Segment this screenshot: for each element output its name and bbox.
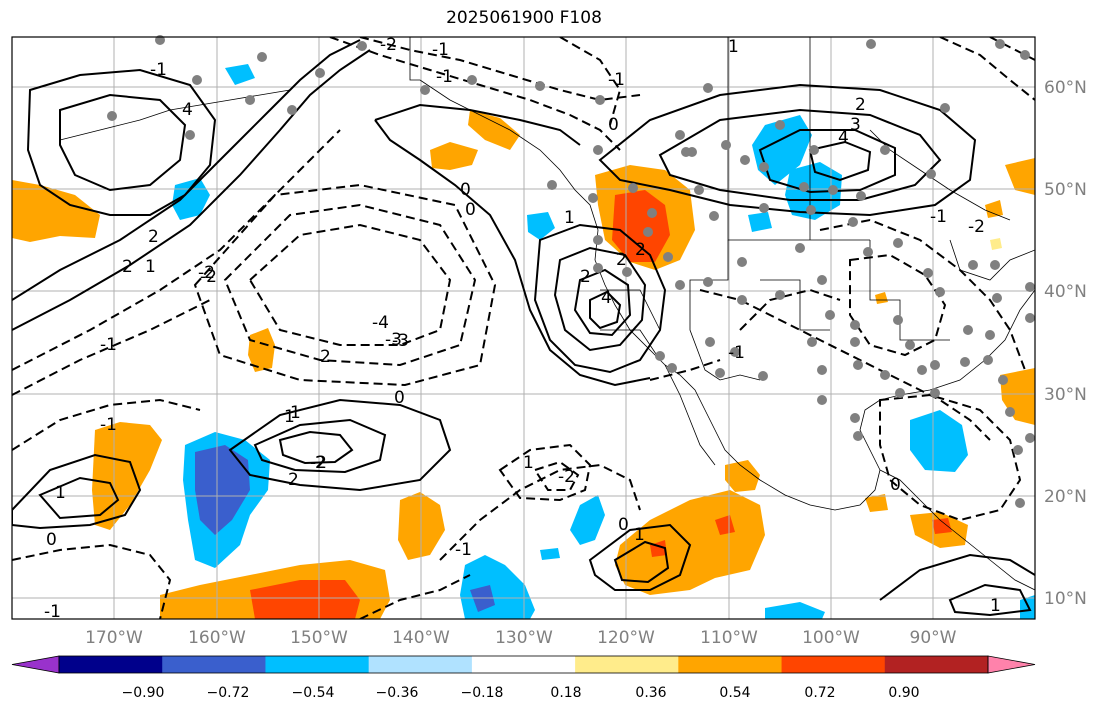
contour-label: 1 [634,525,645,545]
contour-label: 4 [601,288,612,308]
lon-label: 160°W [188,628,246,648]
lat-label: 60°N [1044,78,1087,98]
colorbar-tick-label: −0.18 [461,685,504,701]
contour-label: -2 [380,35,397,55]
contour-label: -1 [150,60,167,80]
lat-label: 30°N [1044,385,1087,405]
positive-contours [12,39,1035,617]
lon-label: 130°W [495,628,553,648]
colorbar-tick-label: 0.18 [550,685,581,701]
contour-label: 0 [890,475,901,495]
colorbar [11,655,1036,674]
contour-label: -1 [100,415,117,435]
colorbar-ticks: −0.90 −0.72 −0.54 −0.36 −0.18 0.18 0.36 … [122,685,920,701]
lat-label: 20°N [1044,487,1087,507]
contour-label: 1 [564,208,575,228]
contour-label: 0 [394,388,405,408]
contour-label: 3 [850,115,861,135]
colorbar-segment [781,656,886,673]
contour-label: 1 [523,453,534,473]
contour-label: -3 [392,331,409,351]
contour-label: -1 [455,540,472,560]
contour-labels: 2 2 1 -1 4 -1 -2 1 2 -3 4 2 2 1 0 2 -2 -… [44,35,1001,622]
contour-label: 2 [855,95,866,115]
contour-label: 1 [145,257,156,277]
contour-label: 2 [580,267,591,287]
contour-label: 1 [290,403,301,423]
contour-label: -1 [436,67,453,87]
colorbar-segment [368,656,473,673]
lon-label: 90°W [910,628,957,648]
contour-label: 0 [460,180,471,200]
contour-label: 0 [465,200,476,220]
colorbar-segment [678,656,783,673]
lon-label: 120°W [597,628,655,648]
negative-contours [12,37,1035,619]
colorbar-segment [162,656,266,673]
contour-label: 1 [284,407,295,427]
contour-label: -1 [930,207,947,227]
contour-label: 2 [148,227,159,247]
lon-label: 150°W [290,628,348,648]
colorbar-tick-label: 0.72 [804,685,835,701]
contour-label: -1 [608,70,625,90]
station-markers [107,35,1035,508]
contour-label: 2 [635,240,646,260]
colorbar-segment [884,656,989,673]
contour-label: 2 [616,250,627,270]
colorbar-border [58,655,989,674]
lat-label: 10°N [1044,589,1087,609]
longitude-labels: 170°W 160°W 150°W 140°W 130°W 120°W 110°… [85,628,957,648]
colorbar-extend-high [987,655,1036,674]
contour-label: -2 [200,267,217,287]
lon-label: 170°W [85,628,143,648]
contour-label: -2 [558,467,575,487]
contour-label: 2 [288,470,299,490]
contour-label: -1 [100,335,117,355]
lon-label: 100°W [802,628,860,648]
contour-label: 1 [990,596,1001,616]
map-frame [11,36,1036,620]
lat-label: 40°N [1044,282,1087,302]
colorbar-segment [471,656,576,673]
contour-label: -4 [372,313,389,333]
contour-label: 0 [618,515,629,535]
contour-label: -1 [44,602,61,622]
lon-label: 140°W [392,628,450,648]
colorbar-tick-label: 0.54 [719,685,750,701]
contour-label: 1 [55,483,66,503]
colorbar-extend-low [11,655,60,674]
contour-label: 4 [182,100,193,120]
colorbar-segment [265,656,370,673]
contour-label: 2 [320,347,331,367]
colorbar-tick-label: 0.90 [888,685,919,701]
contour-label: 4 [838,128,849,148]
contour-label: 0 [46,530,57,550]
colorbar-segment [575,656,679,673]
contour-label: -1 [432,40,449,60]
colorbar-tick-label: −0.54 [292,685,335,701]
contour-label: 2 [315,453,326,473]
contour-label: -1 [728,343,745,363]
colorbar-tick-label: −0.36 [376,685,419,701]
colorbar-segment [59,656,163,673]
map-title: 2025061900 F108 [446,8,602,28]
lon-label: 110°W [700,628,758,648]
colorbar-tick-label: −0.72 [207,685,250,701]
latitude-labels: 60°N 50°N 40°N 30°N 20°N 10°N [1044,78,1087,609]
contour-label: -2 [198,263,215,283]
contour-label: -2 [310,453,327,473]
lat-label: 50°N [1044,180,1087,200]
coastlines [59,37,1035,591]
contour-label: 1 [728,37,739,57]
contour-label: 2 [122,257,133,277]
colorbar-tick-label: 0.36 [635,685,666,701]
contour-label: 0 [608,115,619,135]
contour-label: -2 [968,217,985,237]
colorbar-tick-label: −0.90 [122,685,165,701]
contour-label: -3 [385,330,402,350]
